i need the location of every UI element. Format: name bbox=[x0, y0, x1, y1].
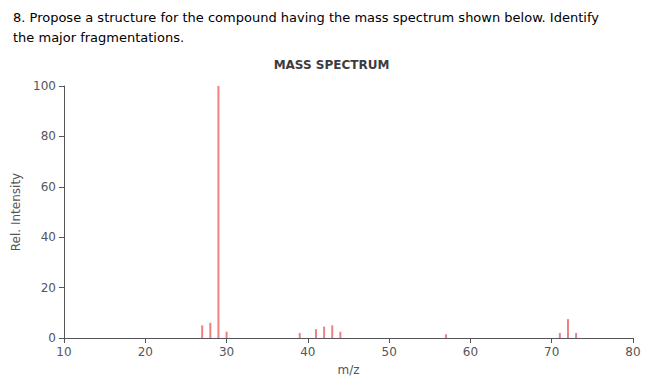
svg-text:10: 10 bbox=[56, 345, 71, 359]
svg-text:40: 40 bbox=[41, 230, 56, 244]
svg-text:8. Propose a structure for the: 8. Propose a structure for the compound … bbox=[13, 10, 599, 25]
svg-text:20: 20 bbox=[41, 281, 56, 295]
svg-text:100: 100 bbox=[33, 79, 56, 93]
svg-text:60: 60 bbox=[463, 345, 478, 359]
svg-text:30: 30 bbox=[219, 345, 234, 359]
svg-text:m/z: m/z bbox=[337, 363, 359, 377]
svg-text:80: 80 bbox=[41, 129, 56, 143]
svg-text:40: 40 bbox=[300, 345, 315, 359]
svg-text:the major fragmentations.: the major fragmentations. bbox=[13, 30, 184, 45]
svg-text:70: 70 bbox=[544, 345, 559, 359]
svg-text:50: 50 bbox=[382, 345, 397, 359]
svg-text:Rel. Intensity: Rel. Intensity bbox=[9, 173, 23, 251]
svg-text:60: 60 bbox=[41, 180, 56, 194]
svg-text:20: 20 bbox=[138, 345, 153, 359]
svg-text:0: 0 bbox=[48, 331, 56, 345]
svg-text:MASS SPECTRUM: MASS SPECTRUM bbox=[274, 58, 390, 72]
svg-text:80: 80 bbox=[625, 345, 640, 359]
